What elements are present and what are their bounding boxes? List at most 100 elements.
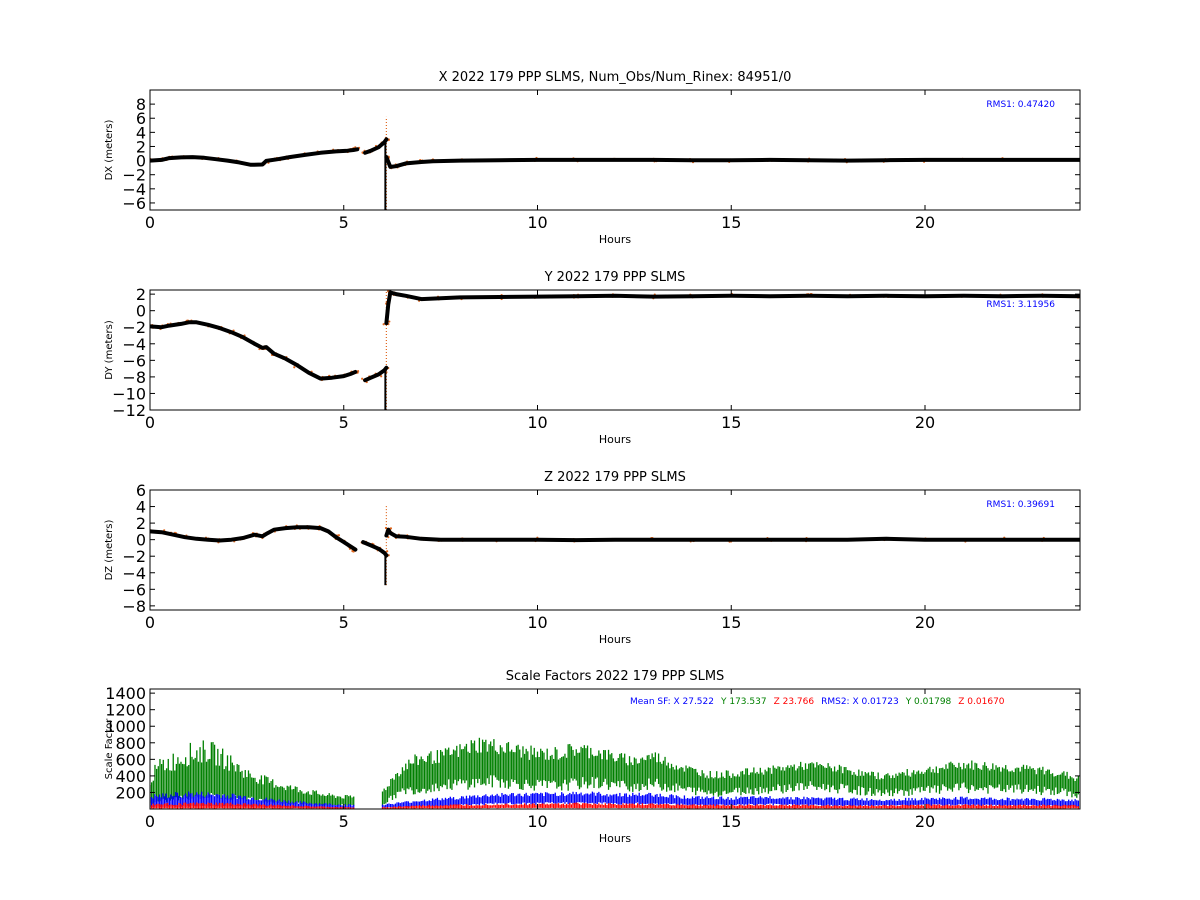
raw-points bbox=[146, 290, 1080, 384]
y-tick-label: 2 bbox=[136, 514, 146, 533]
chart-title: Z 2022 179 PPP SLMS bbox=[544, 470, 686, 485]
x-axis-label: Hours bbox=[599, 233, 631, 246]
raw-point bbox=[147, 159, 149, 161]
plot-area bbox=[150, 737, 1080, 809]
y-axis-label: DZ (meters) bbox=[104, 519, 115, 580]
y-axis-label: DX (meters) bbox=[104, 119, 115, 180]
y-tick-label: −4 bbox=[122, 335, 146, 354]
y-tick-label: 6 bbox=[136, 481, 146, 500]
residual-series-2 bbox=[384, 527, 1080, 543]
y-tick-label: −2 bbox=[122, 318, 146, 337]
plot-area bbox=[147, 116, 1080, 210]
y-tick-label: −6 bbox=[122, 351, 146, 370]
x-tick-label: 5 bbox=[339, 613, 349, 632]
residual-series-1 bbox=[150, 137, 389, 167]
x-axis-label: Hours bbox=[599, 433, 631, 446]
raw-point bbox=[337, 534, 341, 537]
y-tick-label: 0 bbox=[136, 152, 146, 171]
y-tick-label: 1200 bbox=[105, 701, 146, 720]
y-axis-label: Scale Factor bbox=[104, 718, 115, 780]
chart-title: X 2022 179 PPP SLMS, Num_Obs/Num_Rinex: … bbox=[439, 70, 792, 85]
y-tick-label: −8 bbox=[122, 597, 146, 616]
raw-point bbox=[1080, 537, 1082, 539]
y-tick-label: −6 bbox=[122, 580, 146, 599]
rms-annotation: RMS1: 0.47420 bbox=[986, 100, 1055, 110]
raw-point bbox=[388, 320, 391, 323]
scale-factor-legend: Mean SF: X 27.522 Y 173.537 Z 23.766 RMS2: … bbox=[630, 697, 1005, 707]
x-tick-label: 5 bbox=[339, 413, 349, 432]
y-tick-label: 400 bbox=[115, 767, 146, 786]
raw-point bbox=[361, 377, 364, 380]
raw-point bbox=[382, 323, 385, 326]
y-tick-label: −2 bbox=[122, 547, 146, 566]
residual-series-2 bbox=[384, 155, 1080, 169]
x-axis-label: Hours bbox=[599, 633, 631, 646]
legend-item: Z 23.766 bbox=[774, 697, 815, 707]
residual-series-1 bbox=[150, 320, 389, 383]
chart-title: Y 2022 179 PPP SLMS bbox=[544, 270, 686, 285]
y-tick-label: −4 bbox=[122, 564, 146, 583]
axes-frame bbox=[149, 688, 1081, 810]
x-tick-label: 15 bbox=[721, 812, 741, 831]
raw-point bbox=[380, 375, 383, 378]
series-scale-factor-y bbox=[150, 737, 1080, 806]
y-tick-label: 4 bbox=[136, 498, 146, 517]
axes-frame bbox=[149, 489, 1081, 611]
x-tick-label: 5 bbox=[339, 213, 349, 232]
raw-point bbox=[146, 327, 148, 329]
axes-frame bbox=[149, 289, 1081, 411]
y-tick-label: 800 bbox=[115, 734, 146, 753]
y-tick-label: −10 bbox=[112, 384, 146, 403]
raw-point bbox=[389, 527, 393, 530]
x-tick-label: 15 bbox=[721, 213, 741, 232]
y-tick-label: 0 bbox=[136, 302, 146, 321]
y-tick-label: 0 bbox=[136, 531, 146, 550]
residual-series-2 bbox=[384, 290, 1080, 326]
x-tick-label: 10 bbox=[527, 213, 547, 232]
x-tick-label: 0 bbox=[145, 812, 155, 831]
chart-title: Scale Factors 2022 179 PPP SLMS bbox=[506, 669, 725, 684]
y-axis-label: DY (meters) bbox=[104, 320, 115, 380]
legend-item: Z 0.01670 bbox=[958, 697, 1005, 707]
raw-points bbox=[147, 136, 1080, 170]
y-tick-label: 2 bbox=[136, 137, 146, 156]
y-tick-label: −2 bbox=[122, 166, 146, 185]
y-tick-label: −6 bbox=[122, 194, 146, 213]
x-tick-label: 10 bbox=[527, 413, 547, 432]
x-axis-label: Hours bbox=[599, 832, 631, 845]
y-tick-label: −4 bbox=[122, 180, 146, 199]
raw-point bbox=[1081, 539, 1083, 541]
y-tick-label: 1000 bbox=[105, 717, 146, 736]
plot-area bbox=[150, 504, 1083, 586]
plot-area bbox=[146, 290, 1080, 410]
x-tick-label: 15 bbox=[721, 613, 741, 632]
x-tick-label: 0 bbox=[145, 413, 155, 432]
x-tick-label: 20 bbox=[915, 413, 935, 432]
y-tick-label: 6 bbox=[136, 109, 146, 128]
x-tick-label: 20 bbox=[915, 613, 935, 632]
residual-series-1 bbox=[150, 525, 389, 558]
raw-point bbox=[293, 366, 296, 369]
y-tick-label: 2 bbox=[136, 285, 146, 304]
y-tick-label: 4 bbox=[136, 123, 146, 142]
legend-item: RMS2: X 0.01723 bbox=[821, 697, 899, 707]
x-tick-label: 10 bbox=[527, 613, 547, 632]
legend-item: Mean SF: X 27.522 bbox=[630, 697, 714, 707]
series-scale-factor-z bbox=[150, 802, 1080, 809]
rms-annotation: RMS1: 0.39691 bbox=[986, 500, 1055, 510]
x-tick-label: 10 bbox=[527, 812, 547, 831]
legend-item: Y 173.537 bbox=[720, 697, 767, 707]
x-tick-label: 15 bbox=[721, 413, 741, 432]
y-tick-label: 1400 bbox=[105, 684, 146, 703]
y-tick-label: 200 bbox=[115, 783, 146, 802]
x-tick-label: 0 bbox=[145, 613, 155, 632]
rms-annotation: RMS1: 3.11956 bbox=[986, 300, 1055, 310]
raw-point bbox=[1080, 537, 1082, 539]
axes-frame bbox=[149, 89, 1081, 211]
legend-item: Y 0.01798 bbox=[905, 697, 952, 707]
y-tick-label: 8 bbox=[136, 95, 146, 114]
